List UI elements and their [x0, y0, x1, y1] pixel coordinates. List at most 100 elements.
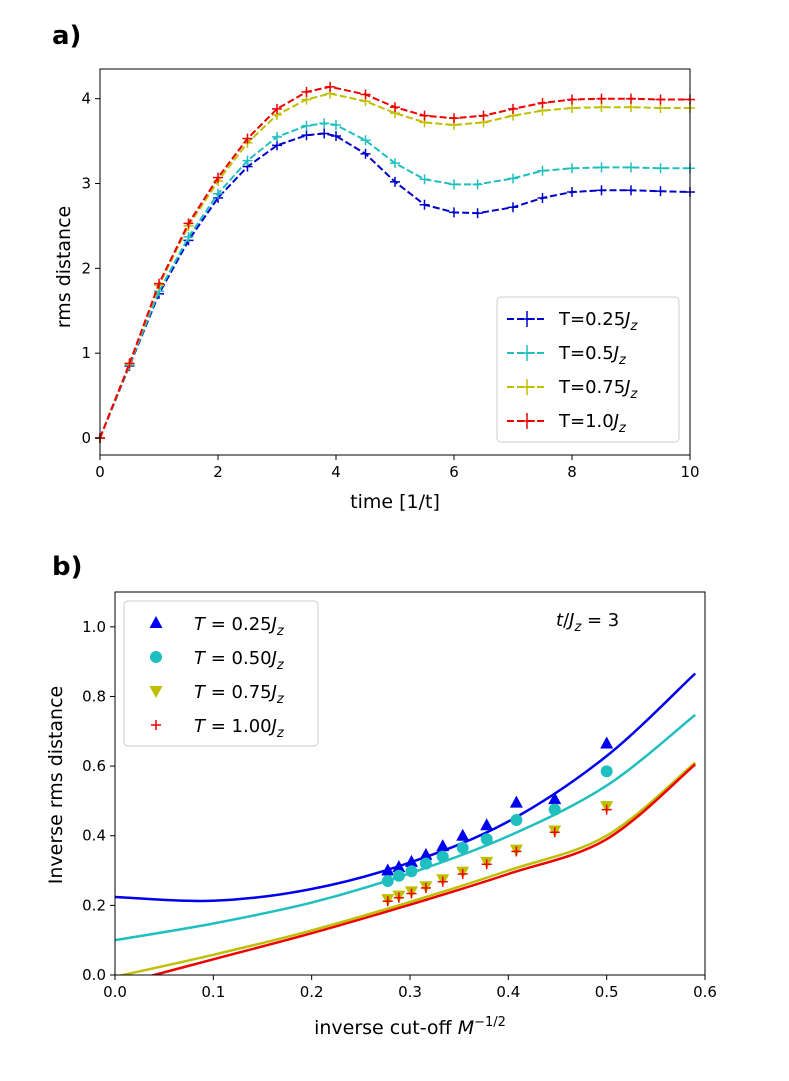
- series-1-point-7: [510, 814, 523, 827]
- b-x-tick-label-1: 0.1: [201, 983, 225, 1001]
- x-tick-label-4: 8: [567, 463, 577, 481]
- series-3-point-4: [437, 876, 448, 887]
- y-tick-label-0: 0: [81, 429, 91, 447]
- b-legend-label-1: T = 0.50Jz: [194, 648, 285, 673]
- series-0-line: [99, 132, 691, 439]
- legend-label-sub-3: z: [618, 421, 627, 436]
- b-y-tick-label-1: 0.2: [82, 896, 106, 914]
- panel-b-annotation: t/Jz = 3: [556, 610, 619, 635]
- series-1-point-8: [548, 803, 561, 816]
- b-y-tick-label-2: 0.4: [82, 827, 106, 845]
- series-0-point-7: [509, 795, 523, 808]
- series-3-point-3: [420, 882, 431, 893]
- y-tick-label-1: 1: [81, 344, 91, 362]
- series-0-point-3: [419, 847, 433, 860]
- legend-label-symbol-3: J: [611, 411, 619, 432]
- y-tick-label-2: 2: [81, 259, 91, 277]
- legend-label-symbol-2: J: [622, 377, 630, 398]
- series-0-point-8: [548, 792, 562, 805]
- panel-a-frame: [99, 68, 691, 456]
- fit-line-3: [149, 763, 697, 975]
- x-tick-label-3: 6: [449, 463, 459, 481]
- legend-box: [496, 296, 680, 443]
- b-legend-label-2: T = 0.75Jz: [194, 682, 285, 707]
- b-y-tick-label-0: 0.0: [82, 966, 106, 984]
- b-legend-sym2-2: J: [269, 682, 277, 703]
- series-1-point-2: [405, 865, 418, 878]
- b-x-tick-label-6: 0.6: [693, 983, 717, 1001]
- series-1-point-1: [392, 869, 405, 882]
- legend-label-prefix-3: T=1.0: [558, 411, 614, 432]
- legend-label-3: T=1.0Jz: [558, 411, 627, 436]
- y-tick-label-3: 3: [81, 175, 91, 193]
- series-0-point-5: [456, 828, 470, 841]
- b-x-tick-label-5: 0.5: [595, 983, 619, 1001]
- panel-b-label: b): [52, 552, 83, 582]
- x-tick-label-0: 0: [95, 463, 105, 481]
- series-1-point-0: [381, 874, 394, 887]
- b-legend-eq-3: = 1.00: [205, 716, 272, 737]
- b-legend-marker-1: [150, 651, 162, 663]
- panel-b-chart: 0.0 0.1 0.2 0.3 0.4 0.5 0.6 0.0 0.2 0.4 0.6 0.8 1.0 T…: [82, 591, 717, 1001]
- panel-b-ylabel: Inverse rms distance: [45, 686, 67, 884]
- panel-a-xlabel: time [1/t]: [350, 491, 440, 513]
- b-legend-sym-2: T: [194, 682, 207, 703]
- panel-b-xlabel-exponent: −1/2: [474, 1015, 506, 1030]
- series-3-point-8: [549, 827, 560, 838]
- panel-a-ylabel: rms distance: [53, 206, 75, 328]
- b-legend-label-0: T = 0.25Jz: [194, 614, 285, 639]
- b-legend-sym2-3: J: [269, 716, 277, 737]
- series-3-point-6: [481, 859, 492, 870]
- x-tick-label-5: 10: [680, 463, 699, 481]
- series-3-point-1: [393, 892, 404, 903]
- b-legend-marker-3: [151, 720, 161, 730]
- x-tick-label-2: 4: [331, 463, 341, 481]
- b-y-tick-label-5: 1.0: [82, 618, 106, 636]
- b-legend-sym-1: T: [194, 648, 207, 669]
- b-x-tick-label-3: 0.3: [398, 983, 422, 1001]
- b-legend-sub-2: z: [276, 692, 285, 707]
- series-3-point-5: [457, 869, 468, 880]
- series-3-point-7: [511, 846, 522, 857]
- series-0-point-6: [480, 818, 494, 831]
- b-legend-marker-2: [149, 686, 163, 698]
- b-y-tick-label-3: 0.6: [82, 757, 106, 775]
- series-0-point-2: [404, 854, 418, 867]
- series-1-line: [99, 122, 690, 439]
- panel-a-chart: 0 2 4 6 8 1001234T=0.25JzT=0.5JzT=0.75JzT=1.0…: [81, 68, 700, 481]
- legend-label-sub-2: z: [629, 387, 638, 402]
- series-0-point-4: [436, 839, 450, 852]
- legend-label-prefix-0: T=0.25: [558, 309, 625, 330]
- series-1-point-6: [480, 833, 493, 846]
- series-0-point-1: [392, 860, 406, 873]
- legend-label-prefix-1: T=0.5: [558, 343, 614, 364]
- panel-b-xlabel-symbol: M: [458, 1017, 474, 1039]
- panel-b-xlabel-text: inverse cut-off: [314, 1017, 458, 1039]
- legend-label-sub-1: z: [618, 353, 627, 368]
- series-0-point-0: [381, 863, 395, 876]
- b-x-tick-label-2: 0.2: [300, 983, 324, 1001]
- b-legend-sym-3: T: [194, 716, 207, 737]
- b-legend-sym2-1: J: [269, 648, 277, 669]
- b-x-tick-label-0: 0.0: [103, 983, 127, 1001]
- series-3-point-0: [382, 896, 393, 907]
- b-legend-sub-1: z: [276, 658, 285, 673]
- panel-a-label: a): [52, 21, 81, 51]
- b-y-tick-label-4: 0.8: [82, 687, 106, 705]
- series-1-point-9: [600, 765, 613, 778]
- y-tick-label-4: 4: [81, 90, 91, 108]
- b-legend-sym-0: T: [194, 614, 207, 635]
- b-legend-box: [123, 600, 319, 747]
- b-legend-label-3: T = 1.00Jz: [194, 716, 285, 741]
- legend-label-sub-0: z: [629, 319, 638, 334]
- x-tick-label-1: 2: [213, 463, 223, 481]
- series-3-point-9: [601, 804, 612, 815]
- b-legend-marker-0: [149, 616, 163, 628]
- series-1-point-5: [456, 841, 469, 854]
- b-x-tick-label-4: 0.4: [496, 983, 520, 1001]
- legend-label-symbol-1: J: [611, 343, 619, 364]
- legend-label-1: T=0.5Jz: [558, 343, 627, 368]
- legend-label-2: T=0.75Jz: [558, 377, 638, 402]
- b-legend-sym2-0: J: [269, 614, 277, 635]
